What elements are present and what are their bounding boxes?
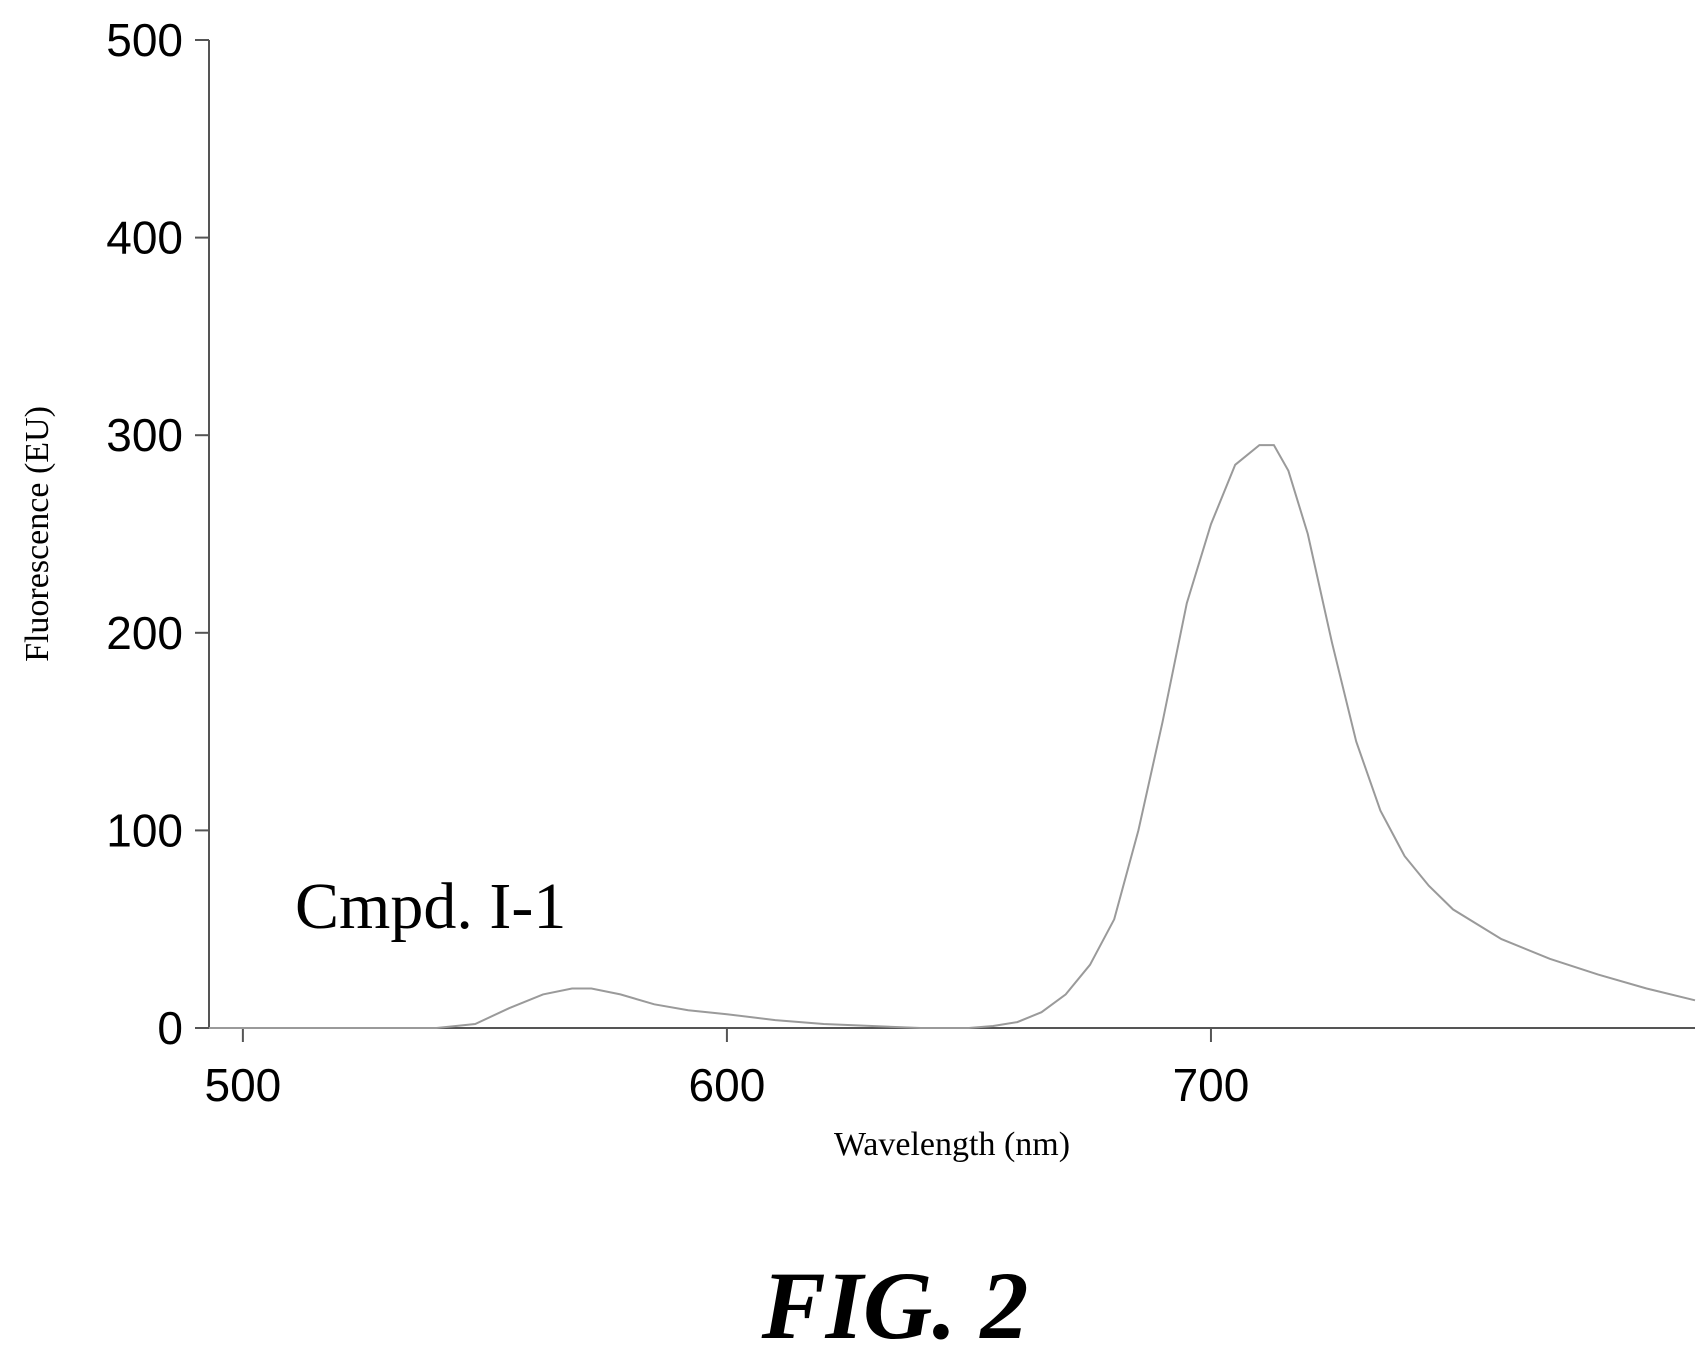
y-tick-label: 200 [106, 607, 183, 659]
figure-caption: FIG. 2 [761, 1252, 1029, 1353]
x-tick-label: 500 [205, 1059, 282, 1111]
y-tick-label: 500 [106, 14, 183, 66]
x-tick-label: 700 [1173, 1059, 1250, 1111]
x-axis-ticks: 500 600 700 [205, 1028, 1250, 1111]
y-tick-label: 0 [157, 1002, 183, 1054]
y-axis-title: Fluorescence (EU) [19, 406, 56, 662]
y-tick-label: 400 [106, 212, 183, 264]
x-axis-title: Wavelength (nm) [834, 1126, 1070, 1163]
compound-annotation: Cmpd. I-1 [295, 870, 566, 943]
y-tick-label: 100 [106, 804, 183, 856]
x-tick-label: 600 [689, 1059, 766, 1111]
y-axis-ticks: 0 100 200 300 400 500 [106, 14, 209, 1054]
y-tick-label: 300 [106, 409, 183, 461]
fluorescence-series-line [209, 444, 1696, 1029]
